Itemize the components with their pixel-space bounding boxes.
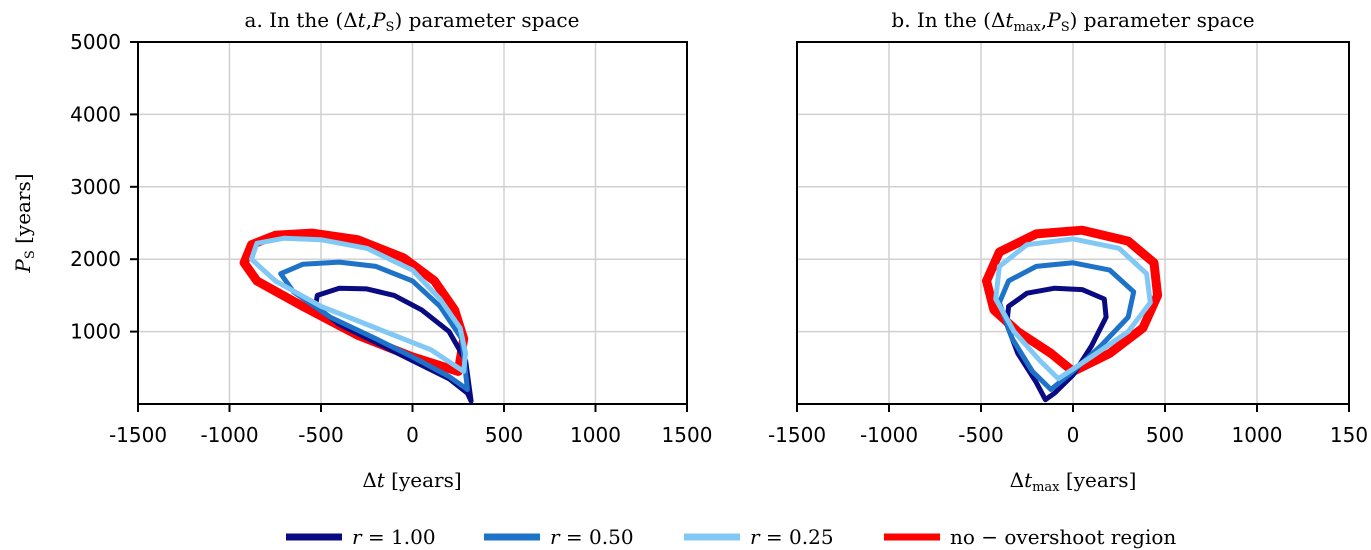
x-tick-label: 500 [485,423,523,447]
y-tick-label: 1000 [70,320,121,344]
y-tick-label: 3000 [70,175,121,199]
grid-b [797,42,1349,404]
x-tick-label: 150 [1330,423,1368,447]
series-b [982,225,1163,403]
series-a [239,228,474,404]
x-tick-label: 0 [1067,423,1080,447]
x-tick-label: -1500 [768,423,826,447]
x-ticks-b: -1500 -1000 -500 0 500 1000 150 [768,404,1368,447]
x-axis-label-b: Δtmax [years] [1010,468,1137,495]
legend-label-r1: r = 1.00 [352,525,436,549]
series-line-r025 [249,235,469,374]
x-tick-label: -500 [298,423,343,447]
x-tick-label: 0 [406,423,419,447]
series-line-r025 [993,236,1153,382]
series-line-r050 [996,260,1137,392]
panel-b-title: b. In the (Δtmax,PS) parameter space [891,8,1254,35]
panel-a-title: a. In the (Δt,PS) parameter space [245,8,580,35]
panel-b: -1500 -1000 -500 0 500 1000 150 b. In the (Δtm… [768,8,1368,495]
x-tick-label: -1000 [200,423,258,447]
legend-label-no-overshoot: no − overshoot region [950,525,1176,549]
x-tick-label: 1000 [570,423,621,447]
grid-a [138,42,687,404]
panel-a: -1500 -1000 -500 0 500 1000 1500 1000 2000 3000 4… [11,8,712,492]
y-axis-label-a: PS [years] [11,173,38,273]
legend: r = 1.00 r = 0.50 r = 0.25 no − overshoo… [286,525,1176,549]
y-ticks-a: 1000 2000 3000 4000 5000 [70,30,138,344]
x-axis-label-a: Δt [years] [362,468,461,492]
x-tick-label: -1000 [860,423,918,447]
x-tick-label: 1000 [1232,423,1283,447]
y-tick-label: 4000 [70,102,121,126]
legend-label-r050: r = 0.50 [550,525,634,549]
y-tick-label: 5000 [70,30,121,54]
x-tick-label: 1500 [662,423,713,447]
x-tick-label: 500 [1146,423,1184,447]
legend-label-r025: r = 0.25 [750,525,834,549]
y-tick-label: 2000 [70,247,121,271]
x-tick-label: -1500 [109,423,167,447]
x-tick-label: -500 [958,423,1003,447]
x-ticks-a: -1500 -1000 -500 0 500 1000 1500 [109,404,713,447]
series-line-r050 [278,259,470,392]
